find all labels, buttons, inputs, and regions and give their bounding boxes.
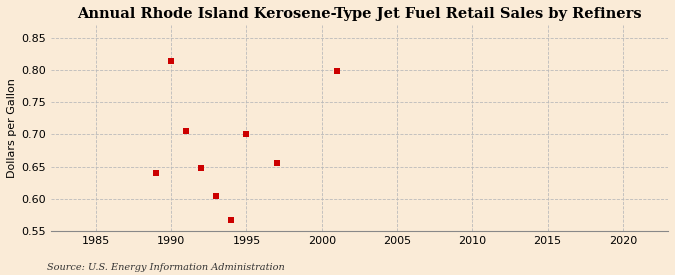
- Point: [241, 132, 252, 137]
- Point: [271, 161, 282, 165]
- Point: [211, 194, 222, 199]
- Point: [181, 129, 192, 133]
- Title: Annual Rhode Island Kerosene-Type Jet Fuel Retail Sales by Refiners: Annual Rhode Island Kerosene-Type Jet Fu…: [77, 7, 642, 21]
- Point: [226, 218, 237, 222]
- Point: [151, 170, 161, 175]
- Point: [331, 68, 342, 73]
- Y-axis label: Dollars per Gallon: Dollars per Gallon: [7, 78, 17, 178]
- Point: [166, 59, 177, 63]
- Point: [196, 166, 207, 170]
- Text: Source: U.S. Energy Information Administration: Source: U.S. Energy Information Administ…: [47, 263, 285, 272]
